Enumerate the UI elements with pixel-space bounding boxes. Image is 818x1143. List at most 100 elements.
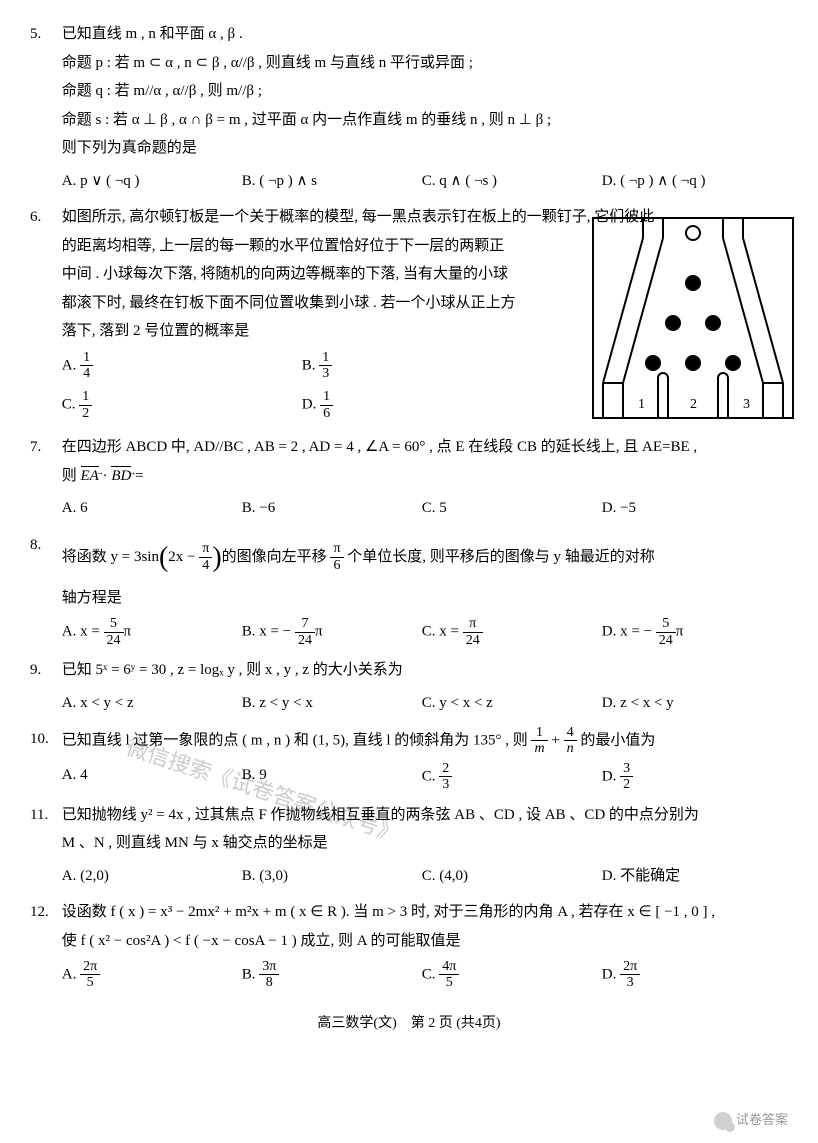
q6-B-pre: B. xyxy=(302,357,320,373)
q6-A-d: 4 xyxy=(80,366,93,381)
q12-B: B. 3π8 xyxy=(242,959,422,991)
q8-l1b: 2x − xyxy=(168,549,199,565)
q5-D: D. ( ¬p ) ∧ ( ¬q ) xyxy=(602,167,782,196)
q5-l1: 已知直线 m , n 和平面 α , β . xyxy=(62,26,243,42)
q6-options: A. 14 B. 13 C. 12 D. 16 xyxy=(62,346,542,426)
q8-B-d: 24 xyxy=(295,633,315,648)
q12-A: A. 2π5 xyxy=(62,959,242,991)
q12-D: D. 2π3 xyxy=(602,959,782,991)
wechat-watermark: 试卷答案 xyxy=(714,1108,788,1133)
question-9: 9. 已知 5ˣ = 6ʸ = 30 , z = logₓ y , 则 x , … xyxy=(30,656,788,717)
q5-C: C. q ∧ ( ¬s ) xyxy=(422,167,602,196)
q10-D-pre: D. xyxy=(602,768,620,784)
q6-A: A. 14 xyxy=(62,350,302,382)
q5-l2: 命题 p : 若 m ⊂ α , n ⊂ β , α//β , 则直线 m 与直… xyxy=(62,55,473,71)
q8-B-suf: π xyxy=(315,624,323,640)
fig-label-3: 3 xyxy=(743,397,750,412)
question-10: 10. 已知直线 l 过第一象限的点 ( m , n ) 和 (1, 5), 直… xyxy=(30,725,788,793)
q11-body: 已知抛物线 y² = 4x , 过其焦点 F 作抛物线相互垂直的两条弦 AB 、… xyxy=(62,801,782,891)
page-footer: 高三数学(文) 第 2 页 (共4页) xyxy=(30,1011,788,1038)
q12-A-d: 5 xyxy=(80,975,100,990)
q8-C-pre: C. x = xyxy=(422,624,463,640)
q8-body: 将函数 y = 3sin(2x − π4)的图像向左平移 π6 个单位长度, 则… xyxy=(62,531,782,648)
q9-C: C. y < x < z xyxy=(422,689,602,718)
q7-num: 7. xyxy=(30,433,58,462)
q8-B-pre: B. x = − xyxy=(242,624,295,640)
q6-l1: 如图所示, 高尔顿钉板是一个关于概率的模型, 每一黑点表示钉在板上的一颗钉子, … xyxy=(62,209,655,225)
q12-body: 设函数 f ( x ) = x³ − 2mx² + m²x + m ( x ∈ … xyxy=(62,898,782,991)
q12-C-pre: C. xyxy=(422,966,440,982)
q6-A-n: 1 xyxy=(80,350,93,366)
q10-C-n: 2 xyxy=(439,761,452,777)
q8-f1d: 4 xyxy=(199,558,212,573)
q8-A-n: 5 xyxy=(104,616,124,632)
q12-A-pre: A. xyxy=(62,966,80,982)
q6-B-d: 3 xyxy=(319,366,332,381)
q10-f2d: n xyxy=(564,741,577,756)
q10-l1a: 已知直线 l 过第一象限的点 ( m , n ) 和 (1, 5), 直线 l … xyxy=(62,732,532,748)
q9-l1: 已知 5ˣ = 6ʸ = 30 , z = logₓ y , 则 x , y ,… xyxy=(62,662,403,678)
q8-C-n: π xyxy=(463,616,483,632)
q8-f2n: π xyxy=(330,541,343,557)
question-11: 11. 已知抛物线 y² = 4x , 过其焦点 F 作抛物线相互垂直的两条弦 … xyxy=(30,801,788,891)
q11-C: C. (4,0) xyxy=(422,862,602,891)
q9-options: A. x < y < z B. z < y < x C. y < x < z D… xyxy=(62,689,782,718)
q7-l2a: 则 xyxy=(62,468,81,484)
q12-D-d: 3 xyxy=(620,975,640,990)
q11-D: D. 不能确定 xyxy=(602,862,782,891)
q12-C-d: 5 xyxy=(439,975,459,990)
q8-D-pre: D. x = − xyxy=(602,624,656,640)
q11-B: B. (3,0) xyxy=(242,862,422,891)
q6-D-d: 6 xyxy=(320,406,333,421)
q10-D-n: 3 xyxy=(620,761,633,777)
q8-A-pre: A. x = xyxy=(62,624,104,640)
q11-A: A. (2,0) xyxy=(62,862,242,891)
q11-l1: 已知抛物线 y² = 4x , 过其焦点 F 作抛物线相互垂直的两条弦 AB 、… xyxy=(62,807,699,823)
q7-body: 在四边形 ABCD 中, AD//BC , AB = 2 , AD = 4 , … xyxy=(62,433,782,523)
q6-D-n: 1 xyxy=(320,389,333,405)
q6-C: C. 12 xyxy=(62,389,302,421)
q12-B-d: 8 xyxy=(259,975,279,990)
q8-A: A. x = 524π xyxy=(62,616,242,648)
q5-options: A. p ∨ ( ¬q ) B. ( ¬p ) ∧ s C. q ∧ ( ¬s … xyxy=(62,167,782,196)
q10-D: D. 32 xyxy=(602,761,782,793)
q8-l1c: 的图像向左平移 xyxy=(222,549,331,565)
q7-l1: 在四边形 ABCD 中, AD//BC , AB = 2 , AD = 4 , … xyxy=(62,439,697,455)
q9-A: A. x < y < z xyxy=(62,689,242,718)
q10-C: C. 23 xyxy=(422,761,602,793)
q5-l4: 命题 s : 若 α ⊥ β , α ∩ β = m , 过平面 α 内一点作直… xyxy=(62,112,551,128)
q5-B: B. ( ¬p ) ∧ s xyxy=(242,167,422,196)
q6-C-d: 2 xyxy=(79,406,92,421)
q11-options: A. (2,0) B. (3,0) C. (4,0) D. 不能确定 xyxy=(62,862,782,891)
q8-A-suf: π xyxy=(124,624,132,640)
q10-options: A. 4 B. 9 C. 23 D. 32 xyxy=(62,761,782,793)
q10-mid: + xyxy=(548,732,564,748)
q7-A: A. 6 xyxy=(62,494,242,523)
q10-f1d: m xyxy=(531,741,547,756)
q7-C: C. 5 xyxy=(422,494,602,523)
question-7: 7. 在四边形 ABCD 中, AD//BC , AB = 2 , AD = 4… xyxy=(30,433,788,523)
q12-B-pre: B. xyxy=(242,966,260,982)
q8-C: C. x = π24 xyxy=(422,616,602,648)
q8-D: D. x = − 524π xyxy=(602,616,782,648)
q10-B: B. 9 xyxy=(242,761,422,793)
q10-C-pre: C. xyxy=(422,768,440,784)
q10-f1n: 1 xyxy=(531,725,547,741)
q9-D: D. z < x < y xyxy=(602,689,782,718)
q8-l1a: 将函数 y = 3sin xyxy=(62,549,159,565)
q6-B: B. 13 xyxy=(302,350,542,382)
q11-num: 11. xyxy=(30,801,58,830)
q8-C-d: 24 xyxy=(463,633,483,648)
question-12: 12. 设函数 f ( x ) = x³ − 2mx² + m²x + m ( … xyxy=(30,898,788,991)
q5-num: 5. xyxy=(30,20,58,49)
question-6: 6. 如图所示, 高尔顿钉板是一个关于概率的模型, 每一黑点表示钉在板上的一颗钉… xyxy=(30,203,788,425)
q6-narrow: 的距离均相等, 上一层的每一颗的水平位置恰好位于下一层的两颗正 中间 . 小球每… xyxy=(62,232,542,426)
q8-f2d: 6 xyxy=(330,558,343,573)
q7-options: A. 6 B. −6 C. 5 D. −5 xyxy=(62,494,782,523)
q6-C-pre: C. xyxy=(62,397,80,413)
q10-C-d: 3 xyxy=(439,777,452,792)
q9-B: B. z < y < x xyxy=(242,689,422,718)
q6-l4: 都滚下时, 最终在钉板下面不同位置收集到小球 . 若一个小球从正上方 xyxy=(62,295,516,311)
q8-num: 8. xyxy=(30,531,58,560)
q6-l2: 的距离均相等, 上一层的每一颗的水平位置恰好位于下一层的两颗正 xyxy=(62,238,505,254)
